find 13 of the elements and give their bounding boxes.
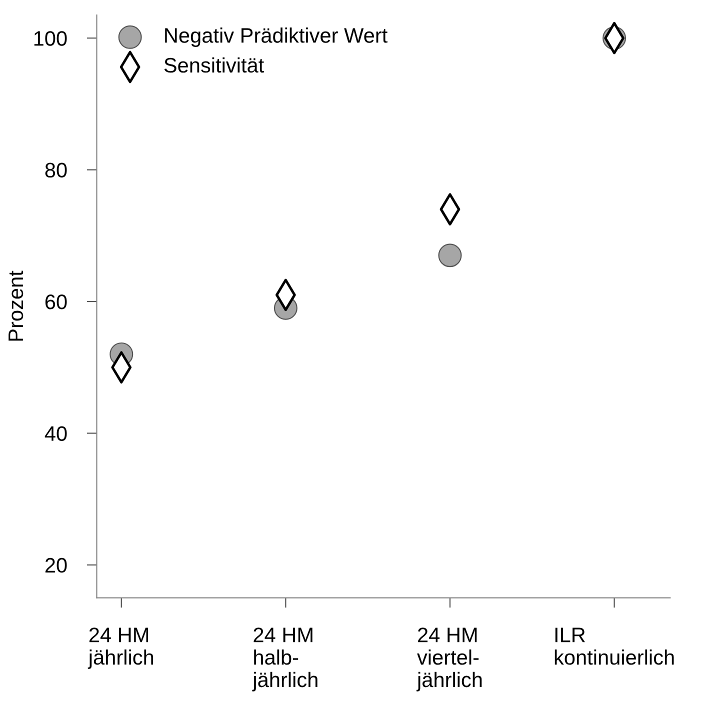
y-tick-label: 100 xyxy=(34,31,67,46)
y-tick-label: 40 xyxy=(44,426,67,441)
point xyxy=(438,244,462,268)
x-tick-label: ILR kontinuierlich xyxy=(554,628,674,665)
legend-label: Negativ Prädiktiver Wert xyxy=(165,28,388,47)
y-tick-label: 60 xyxy=(45,294,67,310)
x-tick-label: 24 HM viertel- jährlich xyxy=(416,628,482,692)
legend-label: Sensitivität xyxy=(164,57,264,73)
x-tick-label: 24 HM jährlich xyxy=(88,628,154,669)
y-axis-title: Prozent xyxy=(8,270,24,341)
x-tick-label: 24 HM halb- jährlich xyxy=(252,628,318,692)
y-tick-label: 20 xyxy=(45,558,67,573)
y-tick-label: 80 xyxy=(45,162,67,178)
